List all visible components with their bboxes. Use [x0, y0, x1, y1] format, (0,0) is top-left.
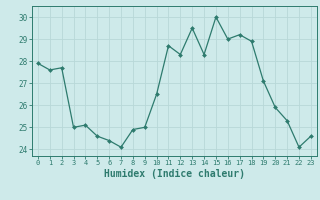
- X-axis label: Humidex (Indice chaleur): Humidex (Indice chaleur): [104, 169, 245, 179]
